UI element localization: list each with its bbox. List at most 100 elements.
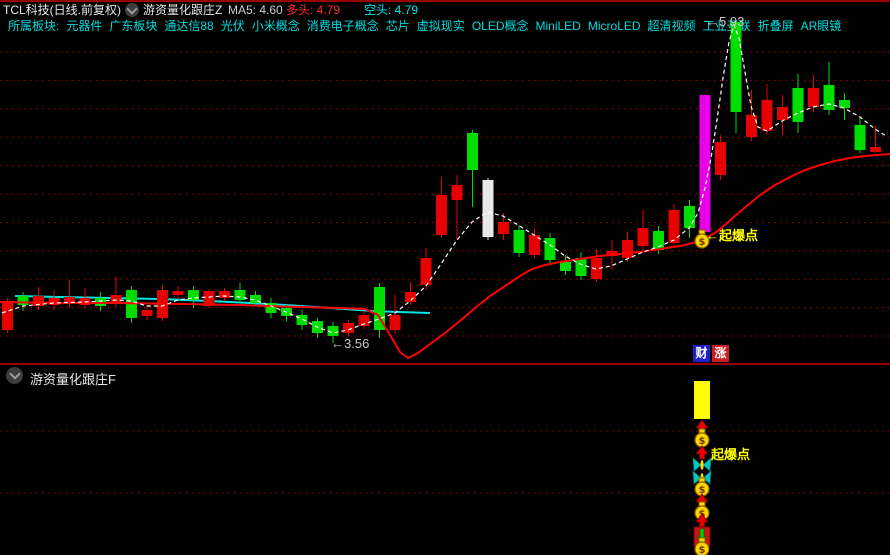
candle	[839, 100, 850, 108]
butterfly-icon	[702, 457, 712, 472]
money-bag-dollar: $	[699, 237, 706, 248]
money-bag-dollar: $	[699, 436, 706, 447]
candle	[405, 292, 416, 302]
candle	[436, 195, 447, 235]
candle	[870, 147, 881, 152]
money-bag-icon	[698, 477, 706, 483]
candle	[761, 100, 773, 131]
candle	[746, 115, 757, 137]
badge-zhang: 涨	[712, 345, 729, 362]
bull-value: 多头: 4.79	[286, 3, 341, 17]
candle	[498, 222, 509, 234]
money-bag-dollar: $	[699, 545, 706, 555]
sector-item[interactable]: 元器件	[66, 19, 103, 33]
ignite-point-label-main: ←起爆点	[706, 228, 759, 243]
sector-item[interactable]: AR眼镜	[800, 19, 842, 33]
ma-dashed-line	[1, 23, 887, 334]
sector-list-label: 所属板块:	[8, 19, 60, 33]
money-bag-icon	[698, 229, 706, 235]
candle	[544, 238, 556, 260]
down-arrow-icon	[696, 528, 708, 545]
up-arrow-icon	[695, 493, 709, 508]
candle	[482, 180, 494, 237]
candle	[126, 290, 137, 318]
candle	[327, 326, 339, 336]
money-bag-dollar: $	[699, 509, 706, 520]
ignite-point-label-sub: 起爆点	[711, 447, 751, 462]
candle	[343, 323, 354, 333]
bear-line	[14, 295, 431, 314]
candle	[715, 142, 726, 175]
candle	[823, 85, 835, 110]
sector-item[interactable]: 超清视频	[647, 19, 696, 33]
stock-title: TCL科技(日线.前复权)	[3, 3, 121, 17]
candle	[188, 290, 199, 300]
candle	[529, 235, 540, 255]
candle	[730, 22, 742, 112]
candle	[575, 258, 587, 276]
candle	[792, 88, 804, 122]
money-bag-icon	[694, 432, 710, 448]
money-bag-icon	[694, 505, 710, 521]
sector-item[interactable]: 广东板块	[109, 19, 158, 33]
candle	[637, 228, 649, 246]
candle	[296, 315, 308, 325]
sector-item[interactable]: 芯片	[385, 19, 410, 33]
candle	[374, 287, 385, 330]
butterfly-icon	[702, 470, 712, 485]
candle	[312, 321, 323, 333]
butterfly-icon	[692, 470, 702, 485]
candle	[79, 298, 91, 305]
signal-red-box	[693, 526, 711, 547]
sector-item[interactable]: 虚拟现实	[416, 19, 465, 33]
money-bag-icon	[698, 501, 706, 507]
candle	[606, 251, 618, 256]
sector-item[interactable]: OLED概念	[471, 19, 529, 33]
up-arrow-icon	[695, 419, 709, 434]
money-bag-icon	[694, 481, 710, 497]
butterfly-icon	[700, 460, 704, 470]
candle	[110, 295, 122, 303]
badge-cai: 财	[693, 345, 710, 362]
candle	[95, 298, 106, 306]
candle	[33, 296, 44, 306]
sector-item[interactable]: 折叠屏	[757, 19, 794, 33]
candle	[141, 310, 153, 316]
bull-line	[0, 153, 890, 360]
candle	[451, 185, 463, 200]
candle	[668, 210, 680, 243]
candle	[777, 107, 788, 120]
low-price-label: ←3.56	[331, 336, 370, 351]
candle	[2, 301, 13, 330]
sub-indicator-name[interactable]: 游资量化跟庄F	[30, 372, 116, 387]
main-indicator-name[interactable]: 游资量化跟庄Z	[143, 3, 223, 17]
sector-item[interactable]: 消费电子概念	[306, 19, 379, 33]
sub-indicator-collapse-icon[interactable]	[6, 367, 23, 384]
ma5-value: MA5: 4.60	[228, 3, 283, 17]
sector-item[interactable]: MiniLED	[535, 19, 581, 33]
butterfly-icon	[700, 473, 704, 483]
candle	[172, 291, 184, 295]
candle	[389, 315, 401, 330]
indicator-collapse-icon[interactable]	[125, 3, 139, 17]
high-price-label: ←5.93	[706, 14, 745, 29]
candle	[64, 297, 75, 304]
candle	[48, 298, 60, 305]
sector-item[interactable]: 光伏	[220, 19, 245, 33]
sector-item[interactable]: 小米概念	[251, 19, 300, 33]
candle	[281, 308, 292, 316]
candle	[560, 262, 571, 271]
up-arrow-icon	[695, 513, 709, 528]
candle	[17, 296, 29, 305]
candle	[854, 125, 866, 150]
sector-item[interactable]: 通达信88	[164, 19, 214, 33]
candle	[467, 133, 478, 170]
candle	[250, 295, 261, 303]
sector-item[interactable]: MicroLED	[587, 19, 641, 33]
candle	[420, 258, 432, 285]
money-bag-dollar: $	[699, 485, 706, 496]
candle	[265, 303, 277, 313]
candle	[653, 231, 664, 250]
